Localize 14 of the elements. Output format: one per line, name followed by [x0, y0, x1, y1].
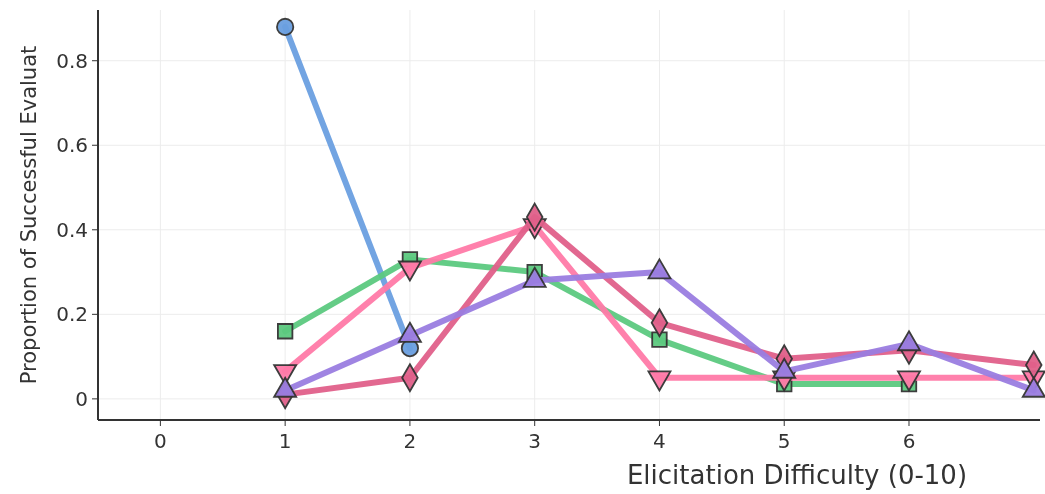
x-tick-label: 5	[777, 429, 791, 453]
y-tick-label: 0	[75, 386, 88, 411]
x-tick-label: 1	[278, 429, 292, 453]
x-tick-label: 4	[653, 429, 666, 453]
y-tick-label: 0.8	[56, 48, 88, 73]
y-axis-title: Proportion of Successful Evaluat	[17, 45, 41, 385]
x-tick-label: 0	[154, 429, 167, 453]
x-tick-label: 6	[902, 429, 916, 453]
x-tick-label: 3	[528, 429, 542, 453]
x-tick-label: 2	[403, 429, 417, 453]
y-tick-label: 0.6	[56, 133, 88, 158]
y-tick-label: 0.2	[56, 302, 88, 327]
y-tick-label: 0.4	[56, 217, 88, 242]
x-axis-title: Elicitation Difficulty (0-10)	[626, 460, 968, 490]
